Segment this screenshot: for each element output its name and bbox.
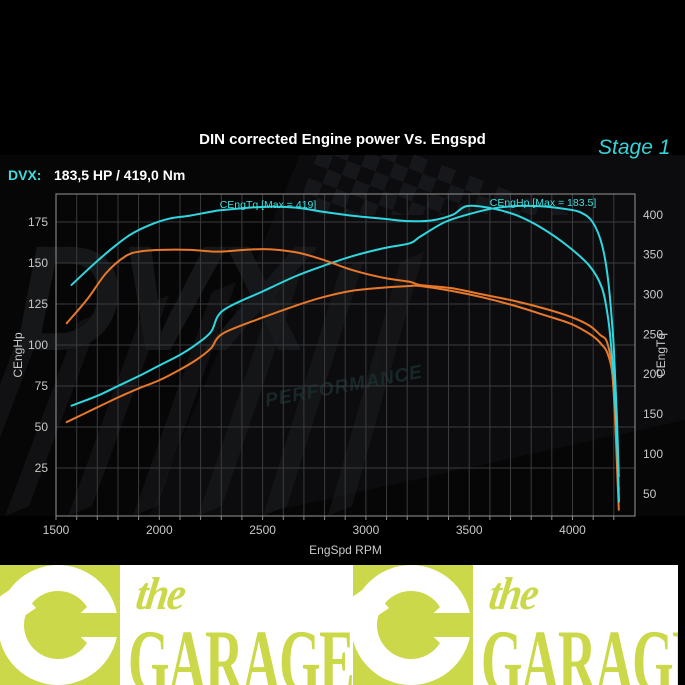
svg-text:3500: 3500 <box>456 523 483 537</box>
svg-text:DVX: DVX <box>14 214 318 382</box>
svg-text:175: 175 <box>28 215 48 229</box>
svg-text:CEngTq [Max = 419]: CEngTq [Max = 419] <box>220 199 317 211</box>
svg-text:3000: 3000 <box>353 523 380 537</box>
svg-text:350: 350 <box>643 248 663 262</box>
svg-text:100: 100 <box>28 338 48 352</box>
svg-text:4000: 4000 <box>559 523 586 537</box>
svg-text:25: 25 <box>35 461 49 475</box>
svg-text:2000: 2000 <box>146 523 173 537</box>
svg-text:100: 100 <box>643 447 663 461</box>
svg-text:75: 75 <box>35 379 49 393</box>
svg-text:50: 50 <box>643 487 657 501</box>
svg-text:150: 150 <box>643 407 663 421</box>
svg-text:CEngHp [Max = 183.5]: CEngHp [Max = 183.5] <box>490 197 597 209</box>
svg-text:50: 50 <box>35 420 49 434</box>
svg-text:125: 125 <box>28 297 48 311</box>
svg-text:CEngTq: CEngTq <box>654 333 668 377</box>
svg-text:1500: 1500 <box>43 523 70 537</box>
svg-text:150: 150 <box>28 256 48 270</box>
svg-text:EngSpd RPM: EngSpd RPM <box>309 543 382 557</box>
svg-text:400: 400 <box>643 208 663 222</box>
svg-text:CEngHp: CEngHp <box>11 332 25 378</box>
svg-text:2500: 2500 <box>249 523 276 537</box>
svg-text:300: 300 <box>643 288 663 302</box>
